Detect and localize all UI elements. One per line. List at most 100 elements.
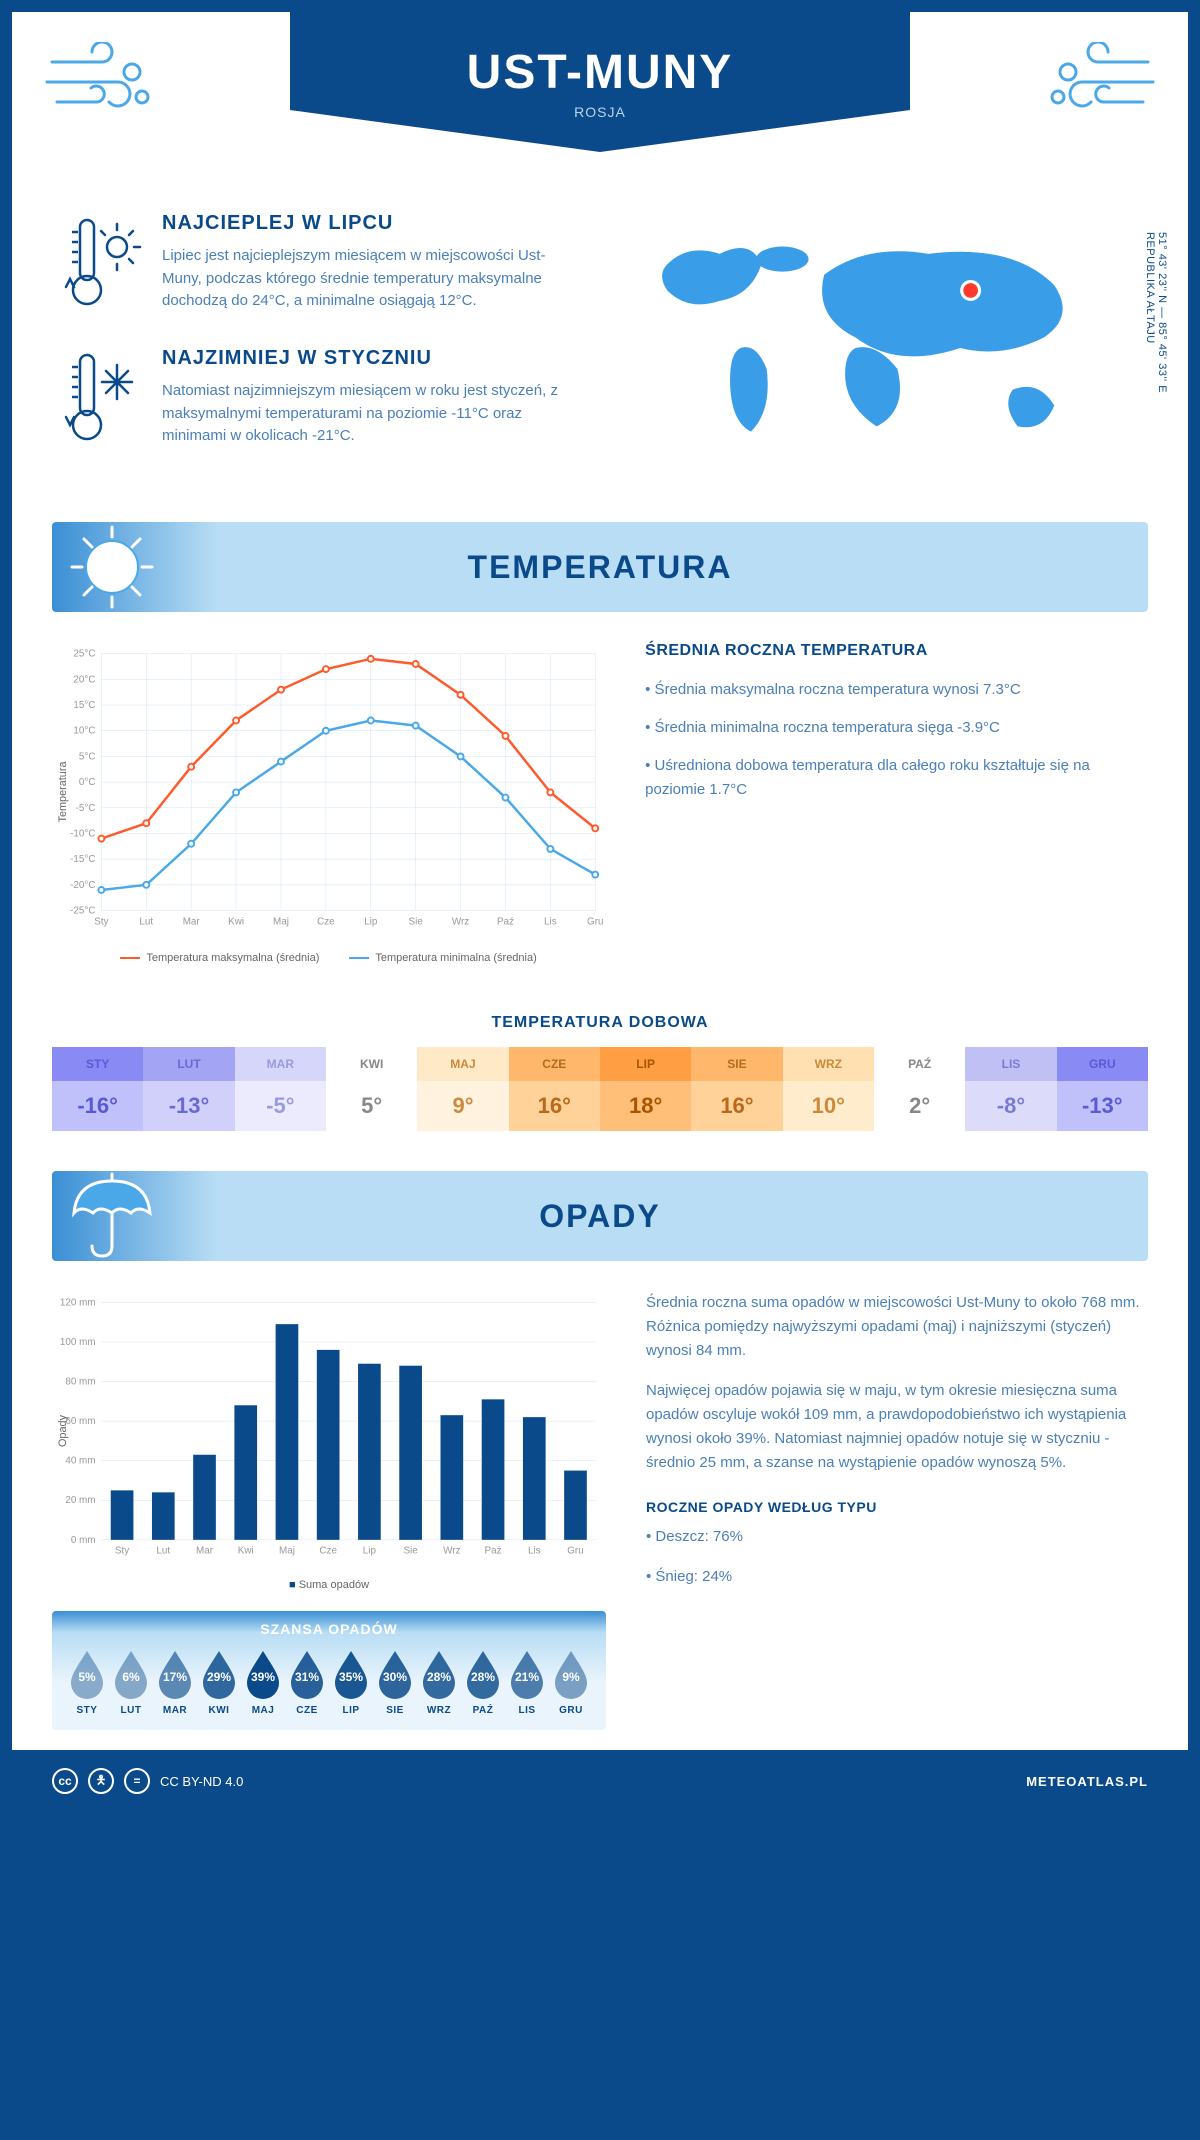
svg-text:0°C: 0°C (79, 777, 96, 788)
thermometer-hot-icon (62, 212, 142, 317)
coordinates: 51° 43' 23'' N — 85° 45' 33'' E REPUBLIK… (1144, 232, 1168, 393)
svg-text:Mar: Mar (196, 1546, 214, 1557)
svg-text:Cze: Cze (317, 916, 335, 927)
chance-drop: 6%LUT (111, 1649, 151, 1716)
temp-info-title: ŚREDNIA ROCZNA TEMPERATURA (645, 642, 1148, 660)
svg-text:Lis: Lis (544, 916, 557, 927)
svg-text:15°C: 15°C (73, 700, 95, 711)
temperature-chart: -25°C-20°C-15°C-10°C-5°C0°C5°C10°C15°C20… (52, 642, 605, 964)
svg-text:Paź: Paź (485, 1546, 502, 1557)
wind-icon-left (42, 42, 162, 127)
legend-min-label: Temperatura minimalna (średnia) (375, 952, 536, 964)
page: UST-MUNY ROSJA NAJCIEPLEJ W LIPCU Lipiec… (0, 0, 1200, 1824)
precip-text-1: Średnia roczna suma opadów w miejscowośc… (646, 1291, 1148, 1363)
chance-drop: 39%MAJ (243, 1649, 283, 1716)
svg-text:Lip: Lip (363, 1546, 377, 1557)
chance-box: SZANSA OPADÓW 5%STY6%LUT17%MAR29%KWI39%M… (52, 1611, 606, 1730)
svg-text:20°C: 20°C (73, 674, 95, 685)
chance-title: SZANSA OPADÓW (67, 1621, 591, 1637)
facts-column: NAJCIEPLEJ W LIPCU Lipiec jest najcieple… (62, 212, 585, 482)
svg-text:Wrz: Wrz (443, 1546, 460, 1557)
svg-text:Gru: Gru (567, 1546, 583, 1557)
precip-type-title: ROCZNE OPADY WEDŁUG TYPU (646, 1499, 1148, 1515)
chance-drop: 28%PAŹ (463, 1649, 503, 1716)
svg-text:100 mm: 100 mm (60, 1337, 96, 1348)
svg-text:Sty: Sty (94, 916, 108, 927)
daily-temp-cell: LUT-13° (143, 1047, 234, 1131)
svg-text:60 mm: 60 mm (65, 1416, 95, 1427)
daily-temp-cell: WRZ10° (783, 1047, 874, 1131)
precip-type-1: • Śnieg: 24% (646, 1565, 1148, 1589)
svg-text:Sie: Sie (403, 1546, 418, 1557)
chance-drop: 5%STY (67, 1649, 107, 1716)
svg-text:Lut: Lut (139, 916, 153, 927)
chance-drop: 21%LIS (507, 1649, 547, 1716)
precip-section-header: OPADY (52, 1171, 1148, 1261)
svg-text:-5°C: -5°C (76, 803, 96, 814)
svg-text:Kwi: Kwi (228, 916, 244, 927)
precip-chart-column: 0 mm20 mm40 mm60 mm80 mm100 mm120 mmStyL… (52, 1291, 606, 1730)
svg-text:20 mm: 20 mm (65, 1495, 95, 1506)
region-label: REPUBLIKA AŁTAJU (1144, 232, 1156, 344)
precip-body: 0 mm20 mm40 mm60 mm80 mm100 mm120 mmStyL… (12, 1261, 1188, 1750)
daily-temp-cell: SIE16° (691, 1047, 782, 1131)
svg-text:Gru: Gru (587, 916, 603, 927)
fact-cold-text: Natomiast najzimniejszym miesiącem w rok… (162, 380, 585, 448)
daily-temp-table: STY-16°LUT-13°MAR-5°KWI5°MAJ9°CZE16°LIP1… (52, 1047, 1148, 1131)
daily-temp-cell: MAR-5° (235, 1047, 326, 1131)
svg-text:Cze: Cze (319, 1546, 337, 1557)
temperature-info: ŚREDNIA ROCZNA TEMPERATURA • Średnia mak… (645, 642, 1148, 964)
temp-bullet-2: • Uśredniona dobowa temperatura dla całe… (645, 754, 1148, 802)
daily-temp-cell: PAŹ2° (874, 1047, 965, 1131)
svg-text:-25°C: -25°C (70, 905, 95, 916)
svg-text:Opady: Opady (57, 1414, 69, 1447)
precip-text-2: Najwięcej opadów pojawia się w maju, w t… (646, 1379, 1148, 1475)
chance-drop: 35%LIP (331, 1649, 371, 1716)
chance-drop: 29%KWI (199, 1649, 239, 1716)
svg-text:Maj: Maj (279, 1546, 295, 1557)
map-column: 51° 43' 23'' N — 85° 45' 33'' E REPUBLIK… (615, 212, 1138, 482)
nd-icon: = (124, 1768, 150, 1794)
svg-text:Wrz: Wrz (452, 916, 469, 927)
svg-text:25°C: 25°C (73, 649, 95, 660)
cc-icon: cc (52, 1768, 78, 1794)
temperature-section-header: TEMPERATURA (52, 522, 1148, 612)
footer-site: METEOATLAS.PL (1026, 1774, 1148, 1789)
svg-text:Temperatura: Temperatura (57, 761, 69, 823)
svg-text:Sie: Sie (409, 916, 424, 927)
intro-section: NAJCIEPLEJ W LIPCU Lipiec jest najcieple… (12, 192, 1188, 522)
fact-warm-title: NAJCIEPLEJ W LIPCU (162, 212, 585, 235)
legend-max-label: Temperatura maksymalna (średnia) (146, 952, 319, 964)
chance-drop: 28%WRZ (419, 1649, 459, 1716)
city-title: UST-MUNY (467, 45, 734, 100)
svg-text:0 mm: 0 mm (71, 1535, 96, 1546)
fact-cold-title: NAJZIMNIEJ W STYCZNIU (162, 347, 585, 370)
svg-text:Lut: Lut (156, 1546, 170, 1557)
daily-temp-cell: LIS-8° (965, 1047, 1056, 1131)
svg-text:10°C: 10°C (73, 726, 95, 737)
precip-legend-label: Suma opadów (289, 1579, 369, 1591)
header-banner: UST-MUNY ROSJA (290, 12, 910, 152)
chance-drop: 17%MAR (155, 1649, 195, 1716)
svg-text:-20°C: -20°C (70, 880, 95, 891)
fact-warm-text: Lipiec jest najcieplejszym miesiącem w m… (162, 245, 585, 313)
thermometer-cold-icon (62, 347, 142, 452)
svg-text:5°C: 5°C (79, 751, 96, 762)
sun-icon (62, 517, 162, 617)
daily-temp-cell: CZE16° (509, 1047, 600, 1131)
chance-drop: 30%SIE (375, 1649, 415, 1716)
chance-drops: 5%STY6%LUT17%MAR29%KWI39%MAJ31%CZE35%LIP… (67, 1649, 591, 1716)
svg-text:Lip: Lip (364, 916, 378, 927)
precip-info: Średnia roczna suma opadów w miejscowośc… (646, 1291, 1148, 1730)
license-text: CC BY-ND 4.0 (160, 1774, 243, 1789)
svg-text:80 mm: 80 mm (65, 1377, 95, 1388)
svg-text:Maj: Maj (273, 916, 289, 927)
precip-title: OPADY (52, 1198, 1148, 1235)
coords-value: 51° 43' 23'' N — 85° 45' 33'' E (1156, 232, 1168, 393)
by-icon: 🯅 (88, 1768, 114, 1794)
wind-icon-right (1038, 42, 1158, 127)
daily-temp-title: TEMPERATURA DOBOWA (12, 1014, 1188, 1032)
umbrella-icon (62, 1166, 162, 1266)
precip-type-0: • Deszcz: 76% (646, 1525, 1148, 1549)
svg-text:Sty: Sty (115, 1546, 129, 1557)
